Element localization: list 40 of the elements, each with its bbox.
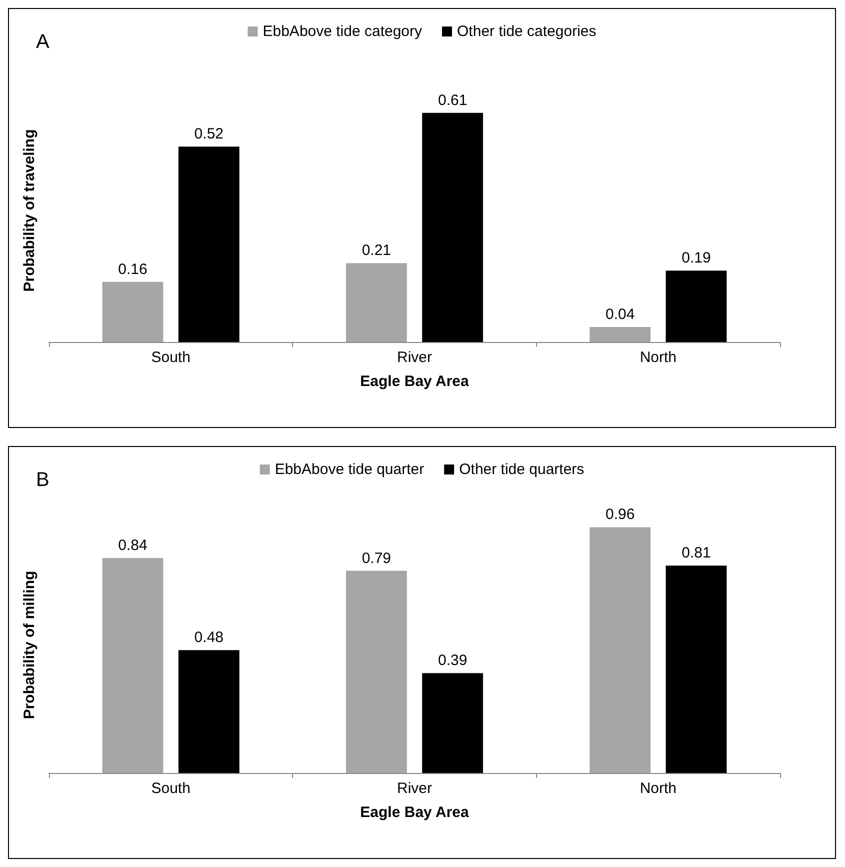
data-label: 0.61 [438,92,468,109]
bar [102,282,164,342]
bar [422,112,484,342]
x-tick-label: South [151,780,190,797]
legend-label: Other tide categories [457,23,596,40]
bar [422,673,484,773]
data-label: 0.21 [362,242,392,260]
bar [346,263,407,342]
data-label: 0.39 [438,652,468,670]
data-label: 0.79 [362,550,392,567]
legend-label: EbbAbove tide quarter [274,461,424,478]
x-tick-label: River [396,349,432,366]
data-label: 0.81 [682,544,711,562]
x-axis-title: Eagle Bay Area [360,804,470,821]
data-label: 0.48 [194,629,224,646]
bar [590,326,651,342]
bar [102,558,164,773]
data-label: 0.52 [194,126,224,143]
x-axis-title: Eagle Bay Area [360,373,470,390]
legend-label: Other tide quarters [459,461,584,478]
legend-label: EbbAbove tide category [262,23,423,40]
data-label: 0.84 [118,536,148,554]
data-label: 0.19 [682,250,711,267]
y-axis-title: Probability of milling [21,570,38,720]
bar [346,570,407,773]
data-label: 0.04 [605,306,635,323]
chart-title: A [36,31,50,53]
x-tick-label: South [151,349,190,366]
bar [178,650,240,773]
bar [178,146,240,342]
data-label: 0.16 [118,260,148,278]
data-label: 0.96 [605,506,635,524]
y-axis-title: Probability of traveling [21,129,38,292]
bar [666,566,727,773]
x-tick-label: North [640,349,677,366]
bar [666,270,727,342]
chart-title: B [36,469,50,491]
x-tick-label: River [396,780,432,797]
bar [590,527,651,773]
x-tick-label: North [640,780,677,797]
